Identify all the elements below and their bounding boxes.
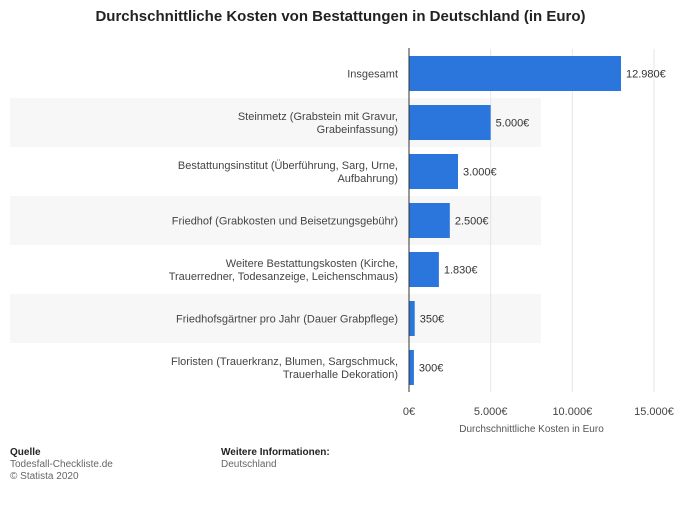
info-line-1: Deutschland xyxy=(221,459,277,470)
info-block: Weitere Informationen: Deutschland xyxy=(221,447,330,471)
row-band xyxy=(10,294,541,343)
value-label: 350€ xyxy=(420,314,444,326)
bar xyxy=(409,56,622,91)
x-tick-label: 10.000€ xyxy=(552,406,592,418)
category-label: Weitere Bestattungskosten (Kirche, Trauer… xyxy=(169,258,398,283)
value-label: 5.000€ xyxy=(496,118,530,130)
bar xyxy=(409,252,439,287)
bar xyxy=(409,350,414,385)
category-label: Friedhof (Grabkosten und Beisetzungsgebü… xyxy=(172,216,398,228)
category-label: Friedhofsgärtner pro Jahr (Dauer Grabpfl… xyxy=(176,314,398,326)
value-label: 300€ xyxy=(419,363,443,375)
source-heading: Quelle xyxy=(10,447,41,458)
category-label: Floristen (Trauerkranz, Blumen, Sargschm… xyxy=(171,356,398,381)
source-line-1: Todesfall-Checkliste.de xyxy=(10,459,113,470)
value-label: 12.980€ xyxy=(626,69,666,81)
x-tick-label: 0€ xyxy=(403,406,415,418)
value-label: 1.830€ xyxy=(444,265,478,277)
source-block: Quelle Todesfall-Checkliste.de © Statist… xyxy=(10,447,113,483)
source-line-2: © Statista 2020 xyxy=(10,471,79,482)
x-axis-title: Durchschnittliche Kosten in Euro xyxy=(459,424,604,435)
category-label: Steinmetz (Grabstein mit Gravur, Grabeinf… xyxy=(238,111,398,136)
x-tick-label: 15.000€ xyxy=(634,406,674,418)
bar xyxy=(409,203,450,238)
row-band xyxy=(10,196,541,245)
bar-chart: 12.980€ Insgesamt 5.000€ Steinmetz (Grabste… xyxy=(10,48,674,435)
x-tick-label: 5.000€ xyxy=(474,406,508,418)
bar xyxy=(409,105,491,140)
category-label: Insgesamt xyxy=(347,69,398,81)
value-label: 2.500€ xyxy=(455,216,489,228)
bar xyxy=(409,154,458,189)
value-label: 3.000€ xyxy=(463,167,497,179)
chart-title: Durchschnittliche Kosten von Bestattunge… xyxy=(95,8,586,25)
category-label: Bestattungsinstitut (Überführung, Sarg, … xyxy=(178,160,398,185)
bar xyxy=(409,301,415,336)
info-heading: Weitere Informationen: xyxy=(221,447,330,458)
